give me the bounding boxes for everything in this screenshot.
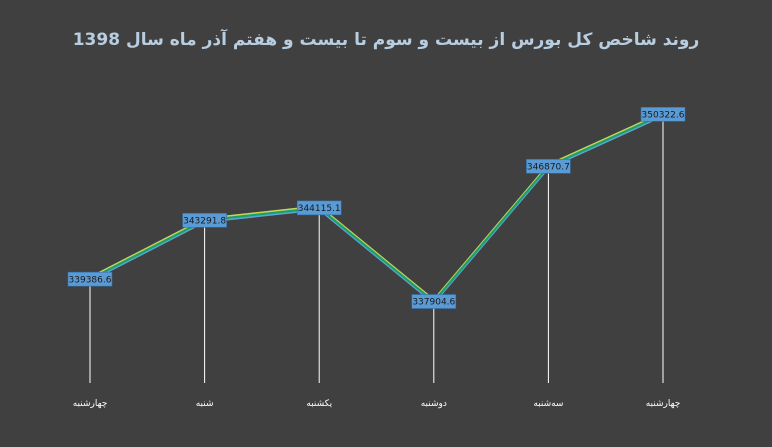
chart-title: روند شاخص کل بورس از بیست و سوم تا بیست … [72, 30, 700, 50]
data-label-box [67, 271, 113, 287]
data-label-text: 344115.1 [298, 204, 341, 214]
data-label-box [526, 159, 571, 174]
series-line-highlight [89, 111, 664, 301]
data-label: 339386.6 [67, 271, 113, 287]
data-label-text: 339386.6 [69, 275, 112, 285]
data-label: 346870.7 [526, 159, 571, 174]
data-label-text: 337904.6 [412, 298, 455, 308]
data-label: 337904.6 [411, 294, 457, 309]
data-label-box [411, 294, 457, 309]
data-label-text: 346870.7 [527, 163, 570, 173]
category-label: چهارشنبه [73, 399, 108, 409]
data-label-box [182, 212, 227, 228]
series-line-shadow [89, 114, 664, 305]
category-label: دوشنبه [421, 399, 447, 409]
data-label: 350322.6 [640, 106, 686, 122]
series-line [88, 113, 665, 303]
data-label-text: 350322.6 [642, 110, 685, 120]
data-label: 344115.1 [296, 200, 342, 216]
category-label: شنبه [196, 399, 214, 409]
data-label: 343291.8 [182, 212, 227, 228]
category-label: یکشنبه [306, 399, 332, 409]
data-label-box [296, 200, 342, 216]
data-label-box [640, 106, 686, 122]
category-label: سه‌شنبه [533, 399, 563, 409]
data-label-text: 343291.8 [183, 216, 226, 226]
category-label: چهارشنبه [646, 399, 681, 409]
